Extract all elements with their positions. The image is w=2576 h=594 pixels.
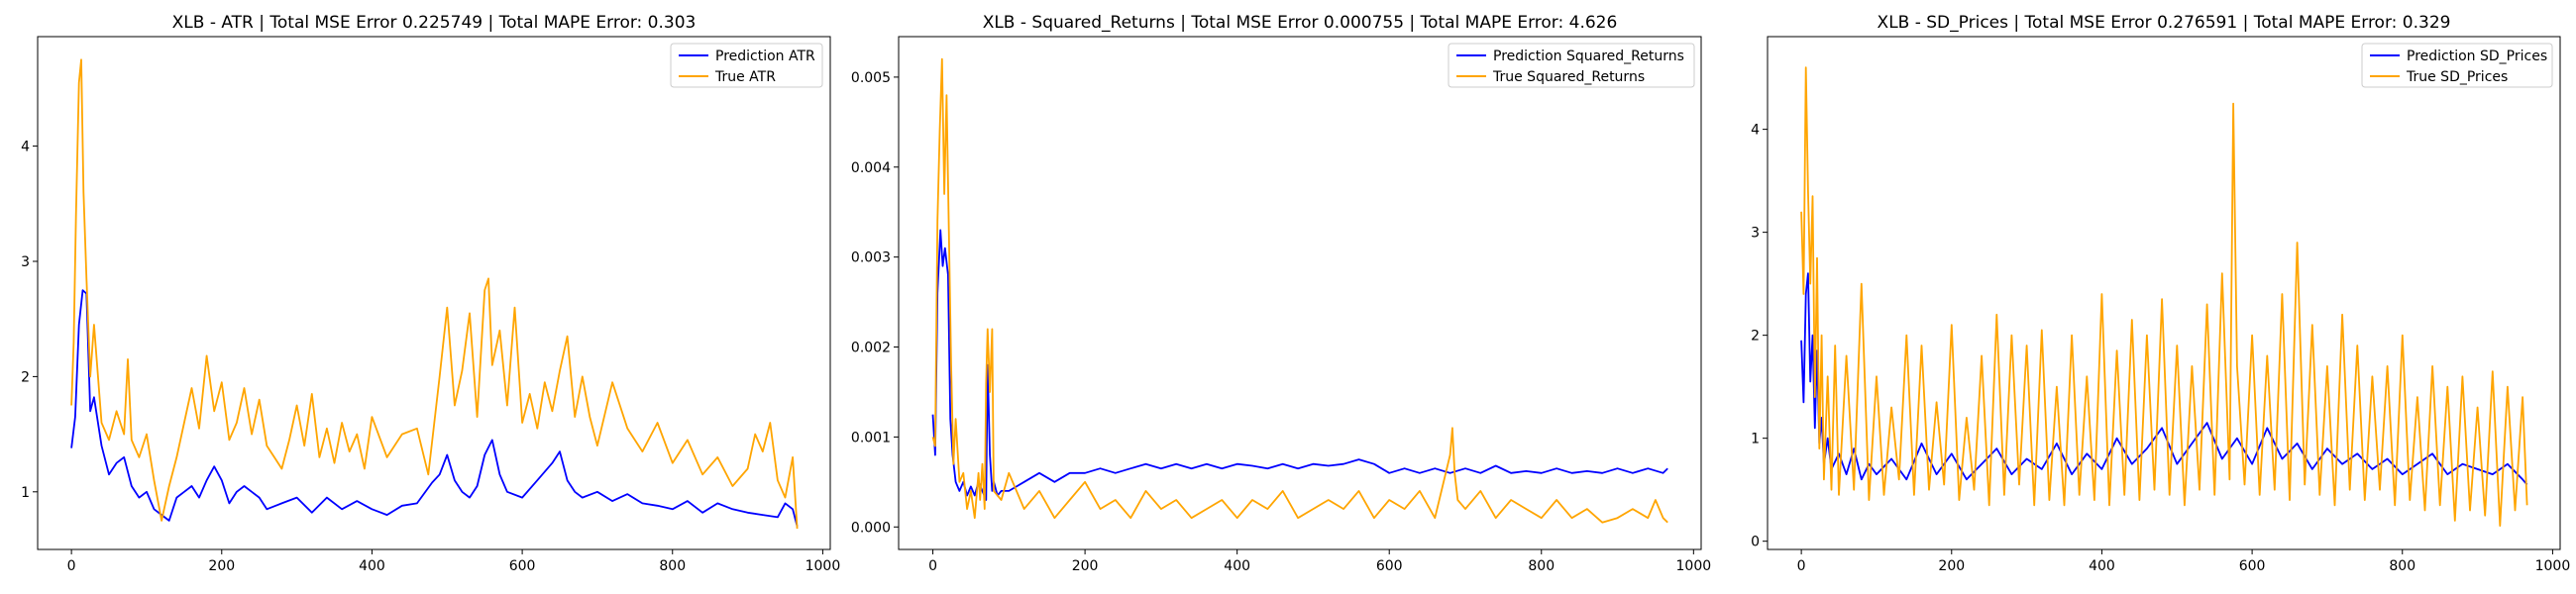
legend-label-true: True Squared_Returns	[1492, 69, 1645, 85]
x-tick-label: 1000	[2535, 558, 2571, 574]
panel-sd-prices: XLB - SD_Prices | Total MSE Error 0.2765…	[1751, 13, 2570, 574]
y-tick-label: 0.004	[851, 160, 891, 176]
plot-area	[931, 57, 1668, 524]
y-tick-label: 2	[21, 369, 30, 385]
legend-label-prediction: Prediction ATR	[715, 49, 815, 64]
plot-area	[1800, 66, 2528, 527]
x-tick-label: 200	[1072, 558, 1099, 574]
x-tick-label: 600	[2239, 558, 2266, 574]
y-tick-label: 0.003	[851, 250, 891, 266]
x-tick-label: 800	[2389, 558, 2415, 574]
legend-box	[1448, 43, 1695, 88]
y-tick-label: 0.005	[851, 70, 891, 86]
series-line-true	[1800, 66, 2528, 527]
y-tick-label: 1	[1751, 432, 1760, 447]
legend-box	[670, 43, 823, 88]
plot-area	[70, 58, 799, 530]
y-tick-label: 0.001	[851, 430, 891, 446]
series-line-true	[70, 58, 799, 530]
panel-atr: XLB - ATR | Total MSE Error 0.225749 | T…	[21, 13, 840, 574]
x-tick-label: 0	[928, 558, 937, 574]
series-line-prediction	[70, 289, 799, 527]
legend: Prediction Squared_Returns True Squared_…	[1448, 43, 1695, 88]
x-tick-label: 800	[659, 558, 686, 574]
x-tick-label: 200	[208, 558, 235, 574]
panel-squared-returns: XLB - Squared_Returns | Total MSE Error …	[851, 13, 1711, 574]
legend-box	[2361, 43, 2553, 88]
series-line-true	[931, 57, 1668, 524]
chart-title: XLB - ATR | Total MSE Error 0.225749 | T…	[172, 13, 697, 33]
x-tick-label: 0	[1797, 558, 1806, 574]
legend-label-prediction: Prediction SD_Prices	[2407, 49, 2547, 64]
legend-label-true: True SD_Prices	[2406, 69, 2508, 85]
x-tick-label: 400	[1224, 558, 1250, 574]
ticks: 0 200 400 600 800 1000 1 2 3 4	[21, 140, 840, 574]
x-tick-label: 200	[1938, 558, 1965, 574]
x-tick-label: 1000	[1676, 558, 1712, 574]
x-tick-label: 800	[1528, 558, 1555, 574]
y-tick-label: 4	[21, 140, 30, 155]
x-tick-label: 0	[67, 558, 76, 574]
legend: Prediction ATR True ATR	[670, 43, 823, 88]
axes-frame	[1767, 36, 2561, 550]
axes-frame	[898, 36, 1702, 550]
axes-frame	[37, 36, 831, 550]
x-tick-label: 1000	[805, 558, 841, 574]
legend-label-true: True ATR	[714, 69, 776, 85]
y-tick-label: 2	[1751, 329, 1760, 345]
y-tick-label: 4	[1751, 123, 1760, 139]
y-tick-label: 0.000	[851, 520, 891, 536]
chart-title: XLB - SD_Prices | Total MSE Error 0.2765…	[1878, 13, 2451, 33]
legend-label-prediction: Prediction Squared_Returns	[1493, 49, 1684, 64]
y-tick-label: 0	[1751, 535, 1760, 550]
ticks: 0 200 400 600 800 1000 0.000 0.001 0.002 0.003 0.0…	[851, 70, 1711, 574]
y-tick-label: 3	[21, 254, 30, 270]
x-tick-label: 400	[359, 558, 385, 574]
x-tick-label: 600	[1376, 558, 1403, 574]
x-tick-label: 600	[509, 558, 536, 574]
y-tick-label: 1	[21, 485, 30, 501]
x-tick-label: 400	[2089, 558, 2115, 574]
legend: Prediction SD_Prices True SD_Prices	[2361, 43, 2553, 88]
chart-title: XLB - Squared_Returns | Total MSE Error …	[983, 13, 1618, 33]
y-tick-label: 3	[1751, 226, 1760, 242]
ticks: 0 200 400 600 800 1000 0 1 2 3 4	[1751, 123, 2570, 574]
y-tick-label: 0.002	[851, 341, 891, 356]
